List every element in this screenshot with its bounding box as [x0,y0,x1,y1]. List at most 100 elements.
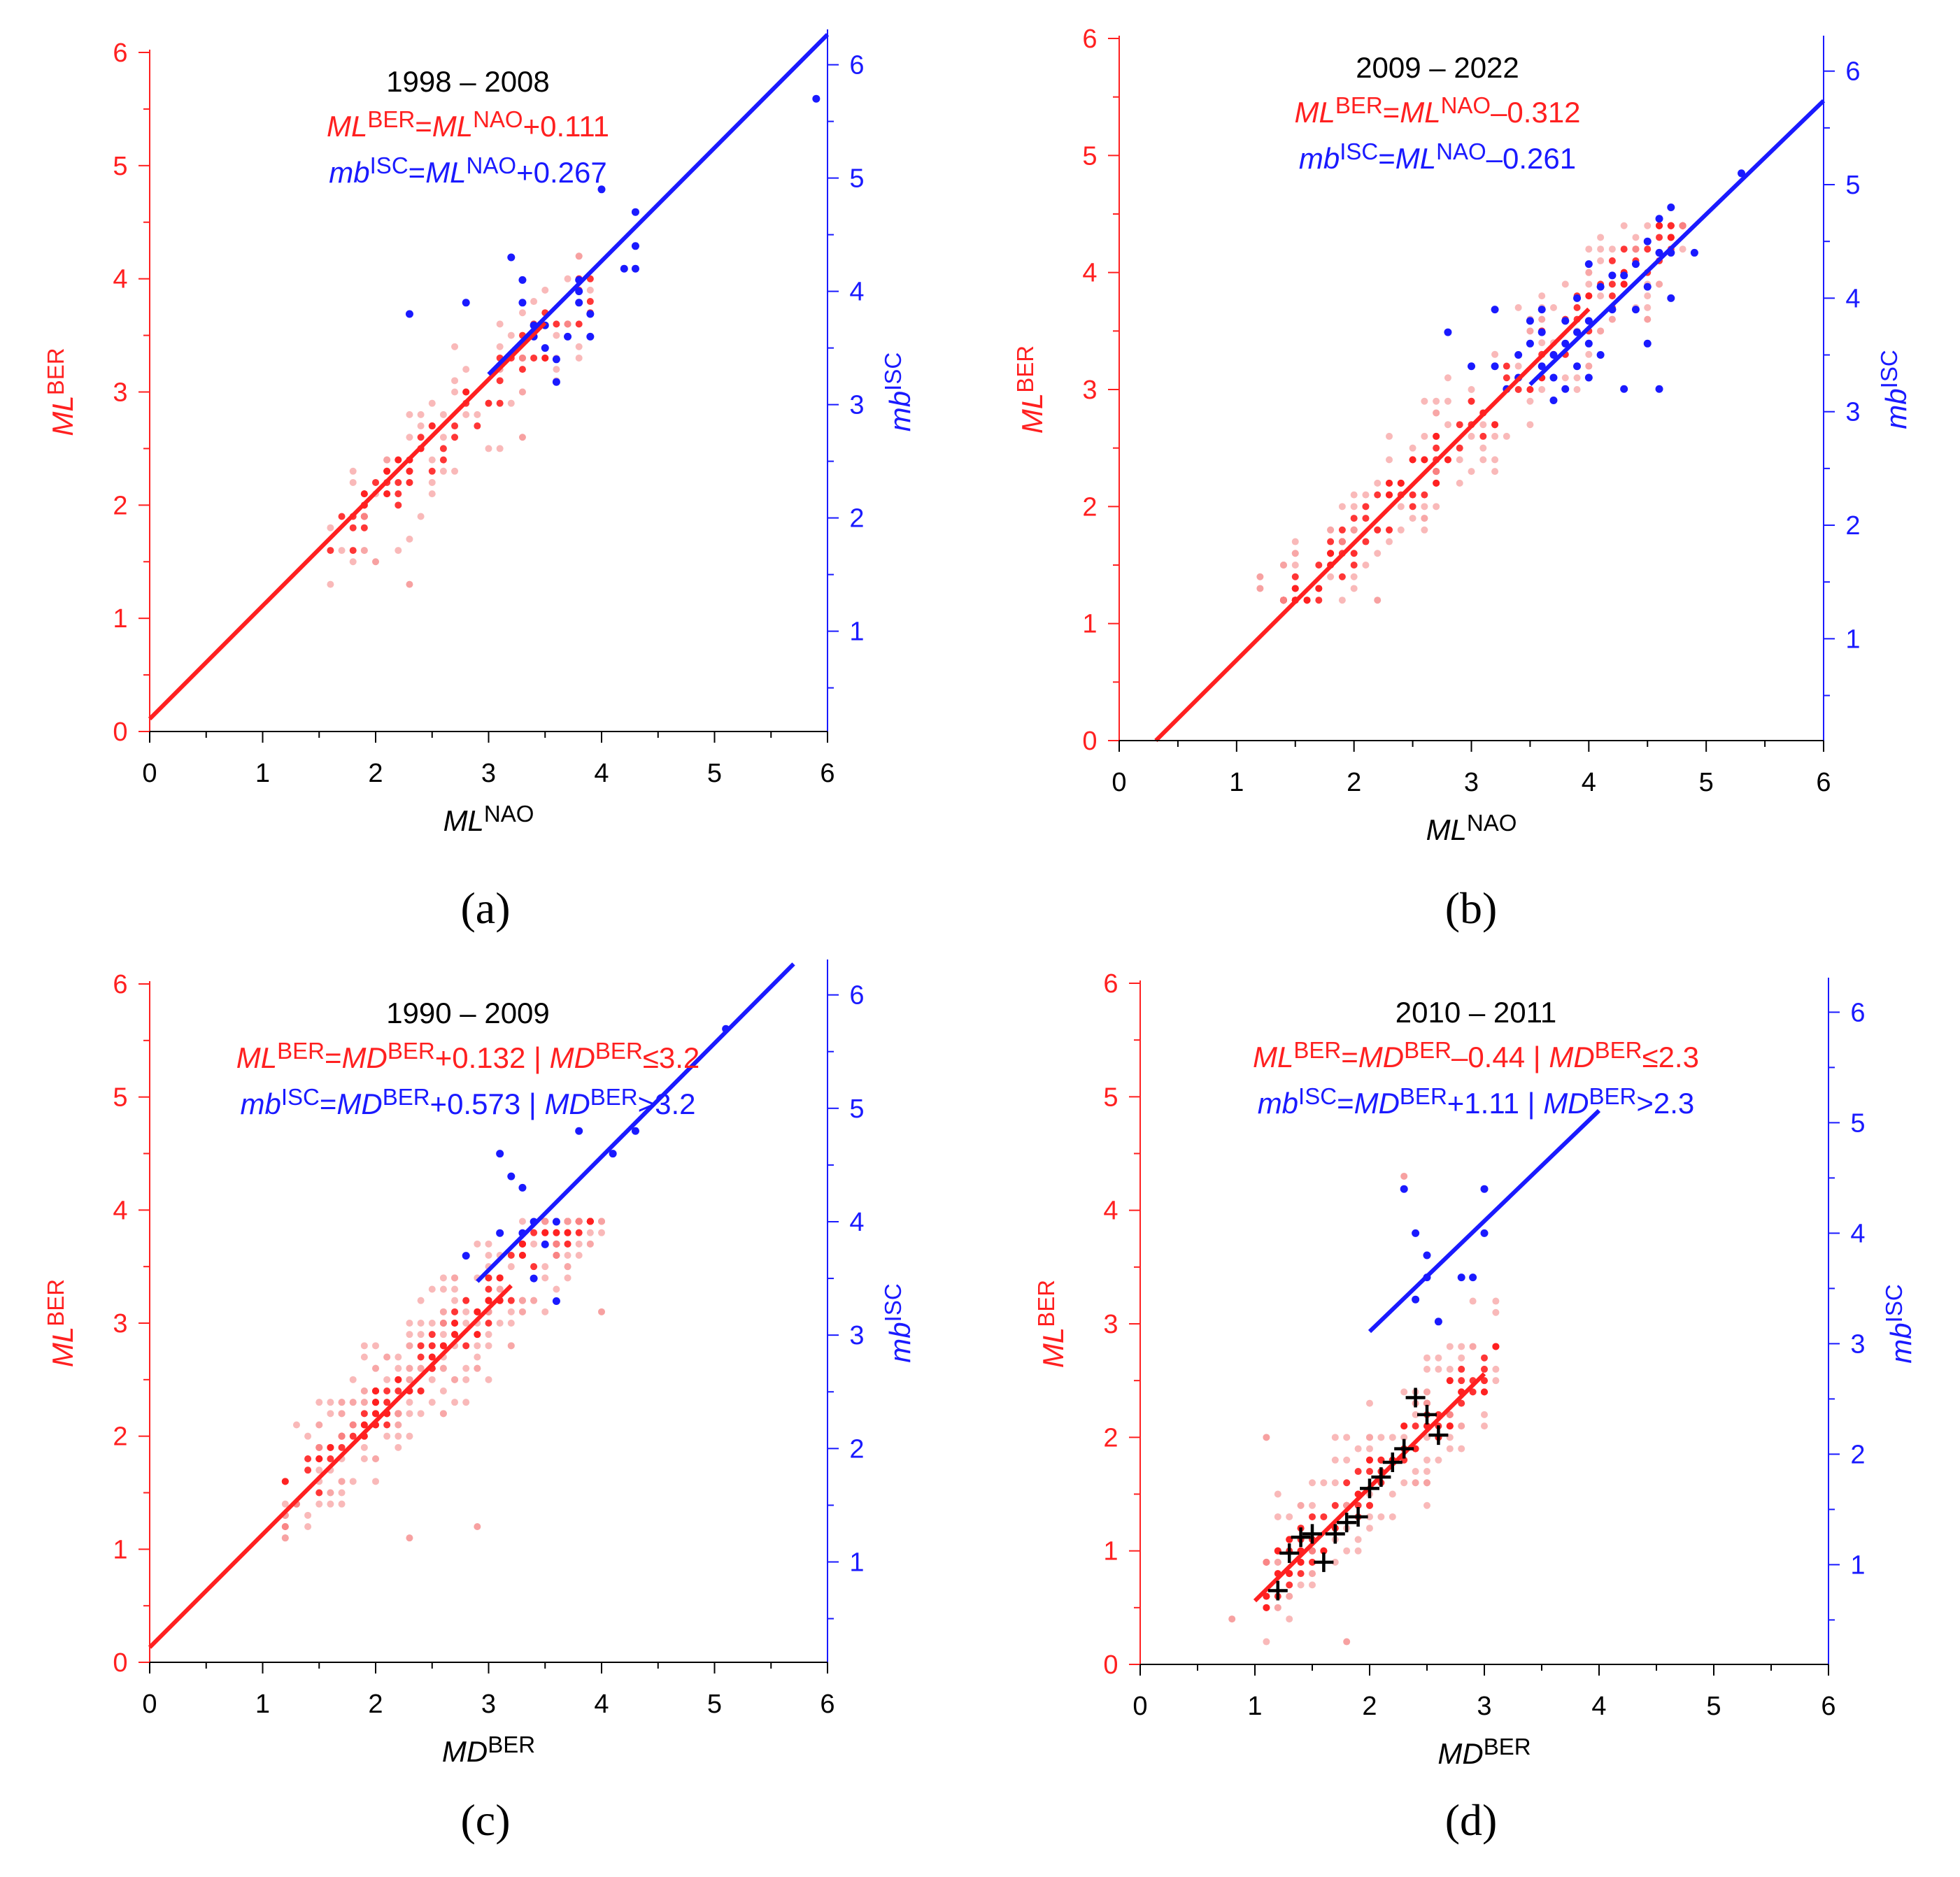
right-y-tick-label: 1 [1850,1550,1865,1580]
blue-point [1480,1185,1489,1193]
cross-marker [1302,1524,1322,1544]
red-point [474,1364,481,1372]
red-point [1397,503,1405,511]
red-point [349,467,357,475]
blue-point [631,208,639,216]
red-point [1468,386,1475,393]
red-point [1632,234,1640,241]
red-point [474,1342,481,1350]
red-point [349,1421,357,1429]
red-point [1343,1456,1351,1464]
red-point [451,1285,459,1293]
eq-text: +0.111 [523,110,609,143]
left-y-tick-label: 0 [113,718,127,747]
left-y-tick-label: 0 [1103,1650,1118,1680]
blue-point [1643,237,1652,245]
red-point [1458,1422,1465,1430]
red-point [507,1320,515,1327]
red-point [1331,1501,1339,1509]
eq-term: ML [1294,96,1335,129]
left-y-tick-label: 6 [1082,24,1097,54]
eq-term: ML [425,156,466,189]
red-point [1400,1388,1408,1396]
red-point [1656,222,1663,229]
eq-superscript: NAO [1441,92,1491,118]
x-axis-label: MLNAO [1426,810,1517,846]
red-point [428,1331,436,1339]
red-point [315,1421,323,1429]
eq-superscript: ISC [1881,1284,1907,1322]
x-tick-label: 0 [142,759,157,788]
eq-superscript: BER [43,1279,69,1327]
red-point [1338,503,1346,511]
red-point [1354,1536,1362,1543]
red-point [1279,562,1287,569]
left-y-tick-label: 4 [113,265,127,294]
eq-term: ML [1016,393,1049,434]
eq-term: ML [1426,813,1467,846]
red-point [1481,1354,1488,1362]
blue-point [1643,339,1652,348]
blue-point [620,264,628,273]
red-point [1400,1479,1408,1487]
red-point [1608,292,1616,300]
red-point [1320,1513,1328,1520]
red-point [575,1218,583,1225]
red-point [1456,444,1463,452]
red-point [417,1342,425,1350]
red-point [1386,479,1393,487]
red-point [1303,597,1311,604]
red-point [1374,491,1382,499]
red-point [1458,1365,1465,1373]
red-point [1423,1354,1430,1362]
panel-label: (d) [1445,1795,1498,1845]
red-point [1263,1638,1270,1646]
red-point [1585,362,1593,370]
x-axis-label: MLNAO [443,801,534,837]
red-point [1343,1547,1351,1555]
red-point [1423,1479,1430,1487]
red-point [1444,397,1451,405]
x-tick-label: 0 [1112,768,1126,797]
red-point [1315,585,1323,592]
red-point [1400,1434,1408,1441]
red-point [1620,245,1628,253]
red-point [1446,1422,1454,1430]
red-point [406,1331,413,1339]
red-point [530,1263,538,1271]
blue-point [1667,294,1675,302]
blue-point [1584,373,1593,382]
red-point [553,1285,560,1293]
red-point [507,1252,515,1259]
red-point [462,366,470,373]
red-point [338,1410,346,1418]
left-y-tick-label: 5 [113,1083,127,1113]
red-point [1400,1422,1408,1430]
red-point [1656,234,1663,241]
red-point [406,1399,413,1406]
red-point [485,1285,492,1293]
red-point [518,1240,526,1248]
eq-term: ML [46,395,79,436]
blue-equation: mbISC=MDBER+1.11 | MDBER>2.3 [1258,1083,1695,1120]
red-point [372,1478,379,1485]
right-y-tick-label: 1 [1845,625,1860,654]
blue-point [575,299,583,307]
red-point [507,331,515,339]
red-point [304,1523,312,1530]
red-point [1291,538,1299,545]
red-point [417,434,425,441]
red-point [1585,269,1593,276]
red-point [1386,432,1393,440]
red-point [1656,280,1663,288]
left-y-tick-label: 6 [113,970,127,999]
eq-superscript: ISC [1340,138,1378,164]
blue-point [462,299,470,307]
left-y-tick-label: 2 [113,1422,127,1452]
red-point [1469,1297,1477,1305]
red-point [1291,573,1299,580]
red-point [1481,1377,1488,1385]
eq-term: mb [1884,1322,1917,1363]
eq-term: mb [240,1087,280,1120]
